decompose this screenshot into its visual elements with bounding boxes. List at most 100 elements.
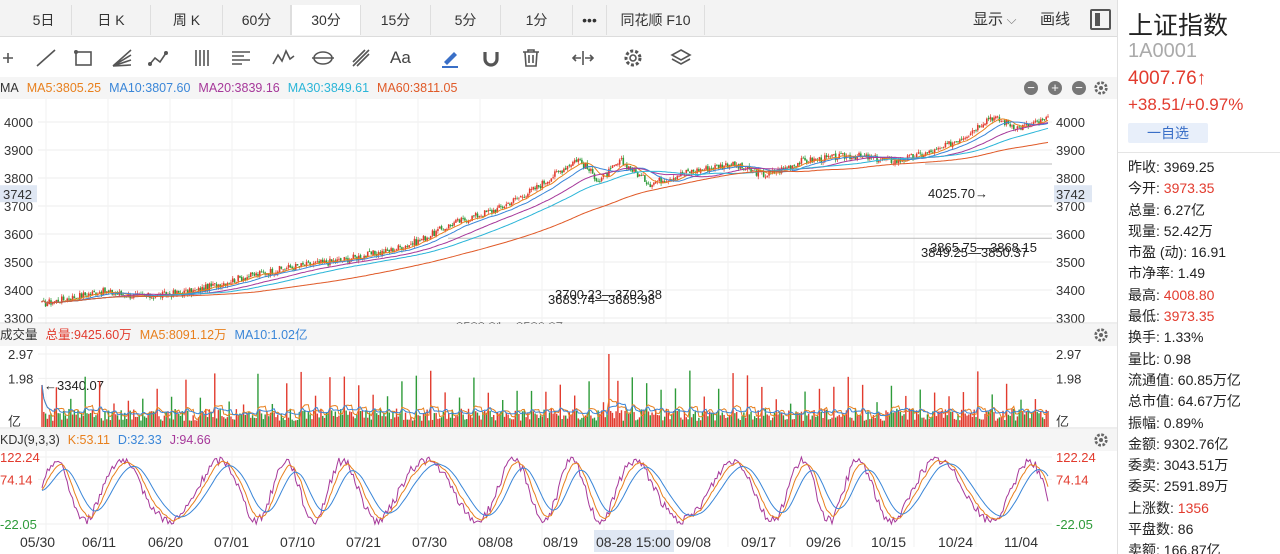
price-annotation: 3849.25—3850.37 xyxy=(921,245,1028,260)
candle xyxy=(471,215,473,221)
candle xyxy=(764,176,767,178)
candle xyxy=(1043,119,1046,121)
candle xyxy=(714,165,716,170)
candle xyxy=(633,168,635,172)
volume-bar xyxy=(863,420,866,427)
candle xyxy=(561,170,563,173)
candle xyxy=(321,259,324,263)
sidebar-toggle-icon[interactable] xyxy=(1090,9,1111,30)
volume-bar xyxy=(266,411,268,427)
volume-bar xyxy=(622,420,624,427)
period-tab-2[interactable]: 周 K xyxy=(151,5,223,35)
candle xyxy=(915,153,918,159)
pane-settings-icon[interactable] xyxy=(1093,327,1109,343)
candle xyxy=(678,176,680,178)
pane-settings-icon[interactable] xyxy=(1093,432,1109,448)
period-tab-5[interactable]: 15分 xyxy=(361,5,431,35)
period-tab-6[interactable]: 5分 xyxy=(431,5,501,35)
pane-settings-icon[interactable] xyxy=(1093,80,1109,96)
candle xyxy=(734,161,736,167)
wave-tool-icon[interactable] xyxy=(146,46,172,70)
volume-bar xyxy=(842,413,844,427)
candle xyxy=(71,295,74,301)
candle xyxy=(66,298,68,302)
candle xyxy=(510,202,513,206)
crosshair-icon[interactable] xyxy=(0,46,26,70)
draw-line-button[interactable]: 画线 xyxy=(1040,11,1071,28)
candle xyxy=(410,243,412,245)
magnet-icon[interactable] xyxy=(478,46,504,70)
candle xyxy=(599,180,601,182)
candle xyxy=(186,290,189,295)
volume-bar xyxy=(894,412,896,427)
layers-icon[interactable] xyxy=(668,46,694,70)
candle xyxy=(660,177,662,184)
period-tab-0[interactable]: 5日 xyxy=(16,5,72,35)
volume-bar xyxy=(408,419,410,427)
period-tab-8[interactable]: ••• xyxy=(573,5,607,35)
period-tab-7[interactable]: 1分 xyxy=(501,5,573,35)
volume-bar xyxy=(431,419,434,427)
volume-bar xyxy=(921,417,923,427)
cycle-icon[interactable] xyxy=(310,46,336,70)
volume-bar xyxy=(582,417,585,427)
collapse-icon[interactable]: − xyxy=(1072,81,1086,95)
period-tab-4[interactable]: 30分 xyxy=(291,5,361,35)
vol-y-tick-right: 1.98 xyxy=(1056,371,1081,386)
candle xyxy=(1002,120,1004,122)
volume-bar xyxy=(302,410,304,427)
volume-bar xyxy=(570,414,572,427)
eraser-brush-icon[interactable] xyxy=(437,46,463,70)
volume-bar xyxy=(403,419,405,427)
candle xyxy=(446,228,448,230)
zoom-in-icon[interactable]: + xyxy=(1048,81,1062,95)
fan-tool-icon[interactable] xyxy=(108,46,134,70)
volume-bar xyxy=(716,411,718,427)
period-tab-9[interactable]: 同花顺 F10 xyxy=(607,5,705,35)
candle xyxy=(566,166,569,170)
volume-bar xyxy=(798,413,801,427)
volume-bar xyxy=(672,411,675,427)
candle xyxy=(226,283,229,286)
line-tool-icon[interactable] xyxy=(32,46,58,70)
volume-bar xyxy=(883,420,885,427)
polyline-icon[interactable] xyxy=(270,46,296,70)
volume-bar xyxy=(460,408,463,427)
display-menu[interactable]: 显示 ⌵ xyxy=(973,5,1016,35)
text-box-icon[interactable] xyxy=(228,46,254,70)
parallel-lines-icon[interactable] xyxy=(190,46,216,70)
delete-icon[interactable] xyxy=(518,46,544,70)
candle xyxy=(46,303,49,307)
candle xyxy=(933,149,936,153)
y-tick-right: 3500 xyxy=(1056,255,1085,270)
quote-label: 现量: xyxy=(1128,222,1164,239)
candle xyxy=(912,154,914,159)
spread-icon[interactable] xyxy=(570,46,596,70)
divider xyxy=(1118,152,1280,153)
candle xyxy=(384,248,387,253)
candle xyxy=(339,258,342,261)
font-icon[interactable]: Aa xyxy=(390,48,411,67)
volume-bar xyxy=(656,414,659,427)
volume-bar xyxy=(924,419,927,427)
volume-bar xyxy=(278,420,281,427)
candle xyxy=(944,142,947,148)
volume-bar xyxy=(541,416,544,427)
volume-bar xyxy=(277,414,279,427)
volume-bar xyxy=(579,419,581,427)
volume-bar xyxy=(1038,413,1040,427)
add-to-watchlist-button[interactable]: 一自选 xyxy=(1128,123,1208,143)
price-annotation: 3700.23—3702.38 xyxy=(555,287,662,302)
candle xyxy=(530,189,533,190)
volume-bar xyxy=(834,417,837,427)
candle xyxy=(93,290,95,292)
kline-chart[interactable]: 4000 4000 3900 3900 3800 3800 3700 3700 3600 3600… xyxy=(0,77,1117,554)
settings-icon[interactable] xyxy=(620,46,646,70)
gann-icon[interactable] xyxy=(348,46,374,70)
period-tab-1[interactable]: 日 K xyxy=(72,5,151,35)
rectangle-tool-icon[interactable] xyxy=(70,46,96,70)
period-tab-3[interactable]: 60分 xyxy=(223,5,291,35)
volume-bar xyxy=(766,414,768,427)
zoom-out-icon[interactable]: − xyxy=(1024,81,1038,95)
chart-area[interactable]: MA MA5:3805.25 MA10:3807.60 MA20:3839.16 MA3… xyxy=(0,77,1117,554)
